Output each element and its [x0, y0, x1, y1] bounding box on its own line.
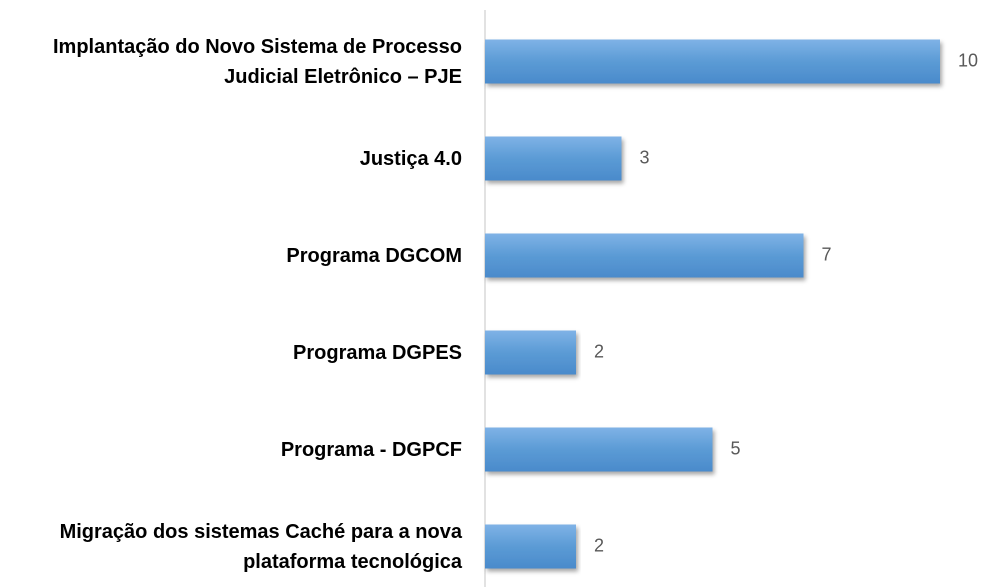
bar [485, 330, 576, 375]
value-label: 3 [640, 147, 650, 167]
bar [485, 427, 713, 472]
category-label: Programa - DGPCF [280, 438, 462, 461]
category-label: Programa DGCOM [286, 244, 462, 267]
bar [485, 136, 622, 181]
bar [485, 233, 804, 278]
category-label: Justiça 4.0 [359, 147, 462, 170]
value-label: 2 [594, 341, 604, 361]
value-label: 5 [731, 438, 741, 458]
category-label: Implantação do Novo Sistema de Processo … [52, 35, 462, 88]
category-label: Programa DGPES [293, 341, 462, 364]
category-label: Migração dos sistemas Caché para a nova … [59, 520, 462, 573]
bar [485, 524, 576, 569]
value-label: 7 [822, 244, 832, 264]
value-label: 10 [958, 50, 978, 70]
bar [485, 39, 940, 84]
value-label: 2 [594, 535, 604, 555]
